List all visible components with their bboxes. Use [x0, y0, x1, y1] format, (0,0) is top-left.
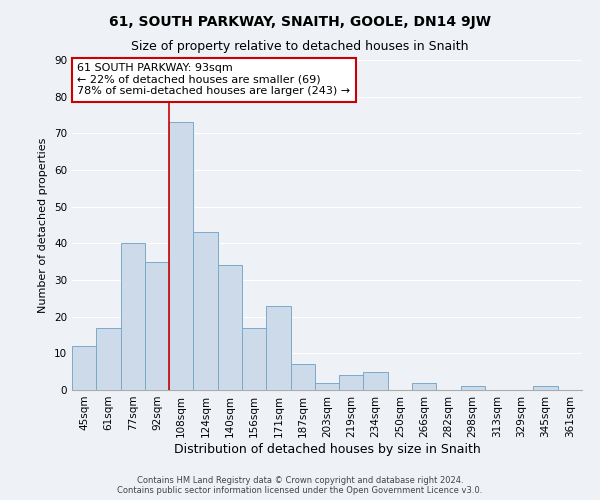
Bar: [266, 306, 290, 390]
X-axis label: Distribution of detached houses by size in Snaith: Distribution of detached houses by size …: [173, 442, 481, 456]
Bar: [242, 328, 266, 390]
Bar: [218, 266, 242, 390]
Bar: [412, 382, 436, 390]
Bar: [72, 346, 96, 390]
Bar: [290, 364, 315, 390]
Bar: [96, 328, 121, 390]
Bar: [315, 382, 339, 390]
Bar: [461, 386, 485, 390]
Bar: [169, 122, 193, 390]
Bar: [533, 386, 558, 390]
Bar: [339, 376, 364, 390]
Bar: [193, 232, 218, 390]
Text: 61, SOUTH PARKWAY, SNAITH, GOOLE, DN14 9JW: 61, SOUTH PARKWAY, SNAITH, GOOLE, DN14 9…: [109, 15, 491, 29]
Text: Size of property relative to detached houses in Snaith: Size of property relative to detached ho…: [131, 40, 469, 53]
Text: 61 SOUTH PARKWAY: 93sqm
← 22% of detached houses are smaller (69)
78% of semi-de: 61 SOUTH PARKWAY: 93sqm ← 22% of detache…: [77, 64, 350, 96]
Bar: [145, 262, 169, 390]
Text: Contains HM Land Registry data © Crown copyright and database right 2024.
Contai: Contains HM Land Registry data © Crown c…: [118, 476, 482, 495]
Bar: [121, 244, 145, 390]
Bar: [364, 372, 388, 390]
Y-axis label: Number of detached properties: Number of detached properties: [38, 138, 49, 312]
